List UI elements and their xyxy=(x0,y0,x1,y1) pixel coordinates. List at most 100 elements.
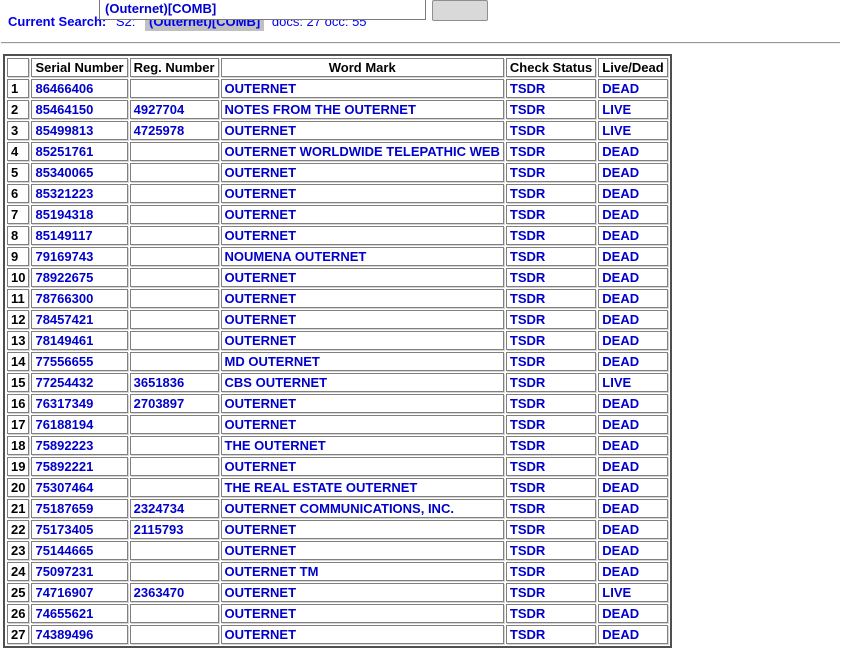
serial-number-link[interactable]: 85321223 xyxy=(35,186,94,201)
word-mark-link[interactable]: OUTERNET xyxy=(224,627,297,642)
tsdr-link[interactable]: TSDR xyxy=(509,249,546,264)
serial-number-link[interactable]: 78149461 xyxy=(35,333,94,348)
tsdr-link[interactable]: TSDR xyxy=(509,165,546,180)
serial-number-link[interactable]: 76317349 xyxy=(35,396,94,411)
word-mark-link[interactable]: OUTERNET xyxy=(224,291,297,306)
tsdr-link[interactable]: TSDR xyxy=(509,333,546,348)
word-mark-link[interactable]: OUTERNET xyxy=(224,606,297,621)
word-mark-link[interactable]: OUTERNET xyxy=(224,165,297,180)
tsdr-link[interactable]: TSDR xyxy=(509,543,546,558)
serial-number-link[interactable]: 77254432 xyxy=(35,375,94,390)
serial-number-link[interactable]: 75892223 xyxy=(35,438,94,453)
table-row: 18 75892223 THE OUTERNET TSDR DEAD xyxy=(7,436,668,455)
serial-number-link[interactable]: 75307464 xyxy=(35,480,94,495)
word-mark-link[interactable]: OUTERNET TM xyxy=(224,564,319,579)
serial-number-link[interactable]: 85194318 xyxy=(35,207,94,222)
reg-number-link[interactable]: 2324734 xyxy=(133,501,185,516)
serial-number-link[interactable]: 79169743 xyxy=(35,249,94,264)
tsdr-link[interactable]: TSDR xyxy=(509,207,546,222)
word-mark-cell: NOUMENA OUTERNET xyxy=(220,247,504,266)
reg-number-link[interactable]: 2703897 xyxy=(133,396,185,411)
tsdr-link[interactable]: TSDR xyxy=(509,417,546,432)
tsdr-link[interactable]: TSDR xyxy=(509,270,546,285)
serial-number-link[interactable]: 78922675 xyxy=(35,270,94,285)
tsdr-link[interactable]: TSDR xyxy=(509,123,546,138)
word-mark-link[interactable]: NOUMENA OUTERNET xyxy=(224,249,367,264)
tsdr-link[interactable]: TSDR xyxy=(509,81,546,96)
tsdr-link[interactable]: TSDR xyxy=(509,480,546,495)
check-status-cell: TSDR xyxy=(505,394,597,413)
word-mark-link[interactable]: OUTERNET xyxy=(224,396,297,411)
reg-number-cell xyxy=(129,562,219,581)
word-mark-link[interactable]: OUTERNET xyxy=(224,81,297,96)
reg-number-link[interactable]: 2115793 xyxy=(133,522,184,537)
reg-number-link[interactable]: 4927704 xyxy=(133,102,185,117)
word-mark-cell: OUTERNET WORLDWIDE TELEPATHIC WEB xyxy=(220,142,504,161)
tsdr-link[interactable]: TSDR xyxy=(509,375,546,390)
tsdr-link[interactable]: TSDR xyxy=(509,564,546,579)
word-mark-link[interactable]: OUTERNET COMMUNICATIONS, INC. xyxy=(224,501,454,516)
live-dead-cell: LIVE xyxy=(598,583,668,602)
word-mark-link[interactable]: OUTERNET xyxy=(224,312,297,327)
serial-number-link[interactable]: 75892221 xyxy=(35,459,94,474)
tsdr-link[interactable]: TSDR xyxy=(509,501,546,516)
serial-number-link[interactable]: 78766300 xyxy=(35,291,94,306)
submit-query-button[interactable] xyxy=(432,0,488,21)
serial-number-link[interactable]: 76188194 xyxy=(35,417,94,432)
serial-number-link[interactable]: 75144665 xyxy=(35,543,94,558)
serial-number-link[interactable]: 75097231 xyxy=(35,564,94,579)
search-query-input[interactable] xyxy=(99,0,426,20)
word-mark-link[interactable]: OUTERNET xyxy=(224,585,297,600)
reg-number-link[interactable]: 3651836 xyxy=(133,375,185,390)
tsdr-link[interactable]: TSDR xyxy=(509,186,546,201)
tsdr-link[interactable]: TSDR xyxy=(509,438,546,453)
word-mark-link[interactable]: OUTERNET xyxy=(224,123,297,138)
serial-number-link[interactable]: 77556655 xyxy=(35,354,94,369)
serial-number-link[interactable]: 86466406 xyxy=(35,81,94,96)
serial-number-link[interactable]: 75173405 xyxy=(35,522,94,537)
word-mark-link[interactable]: THE OUTERNET xyxy=(224,438,326,453)
word-mark-link[interactable]: OUTERNET xyxy=(224,186,297,201)
tsdr-link[interactable]: TSDR xyxy=(509,522,546,537)
reg-number-link[interactable]: 2363470 xyxy=(133,585,185,600)
tsdr-link[interactable]: TSDR xyxy=(509,585,546,600)
serial-number-link[interactable]: 85499813 xyxy=(35,123,94,138)
check-status-cell: TSDR xyxy=(505,310,597,329)
serial-number-link[interactable]: 85464150 xyxy=(35,102,94,117)
word-mark-link[interactable]: OUTERNET WORLDWIDE TELEPATHIC WEB xyxy=(224,144,500,159)
word-mark-link[interactable]: OUTERNET xyxy=(224,333,297,348)
tsdr-link[interactable]: TSDR xyxy=(509,102,546,117)
serial-number-cell: 85149117 xyxy=(31,226,128,245)
tsdr-link[interactable]: TSDR xyxy=(509,627,546,642)
word-mark-link[interactable]: THE REAL ESTATE OUTERNET xyxy=(224,480,418,495)
word-mark-link[interactable]: OUTERNET xyxy=(224,228,297,243)
word-mark-link[interactable]: OUTERNET xyxy=(224,270,297,285)
tsdr-link[interactable]: TSDR xyxy=(509,228,546,243)
tsdr-link[interactable]: TSDR xyxy=(509,459,546,474)
tsdr-link[interactable]: TSDR xyxy=(509,144,546,159)
serial-number-link[interactable]: 74655621 xyxy=(35,606,94,621)
reg-number-link[interactable]: 4725978 xyxy=(133,123,185,138)
live-dead-value: DEAD xyxy=(602,81,640,96)
tsdr-link[interactable]: TSDR xyxy=(509,354,546,369)
serial-number-link[interactable]: 85340065 xyxy=(35,165,94,180)
word-mark-link[interactable]: OUTERNET xyxy=(224,459,297,474)
word-mark-link[interactable]: MD OUTERNET xyxy=(224,354,320,369)
word-mark-link[interactable]: OUTERNET xyxy=(224,417,297,432)
tsdr-link[interactable]: TSDR xyxy=(509,312,546,327)
serial-number-link[interactable]: 85251761 xyxy=(35,144,94,159)
serial-number-link[interactable]: 85149117 xyxy=(35,228,93,243)
word-mark-link[interactable]: CBS OUTERNET xyxy=(224,375,328,390)
word-mark-link[interactable]: OUTERNET xyxy=(224,543,297,558)
serial-number-link[interactable]: 75187659 xyxy=(35,501,94,516)
word-mark-link[interactable]: NOTES FROM THE OUTERNET xyxy=(224,102,416,117)
serial-number-link[interactable]: 78457421 xyxy=(35,312,94,327)
word-mark-link[interactable]: OUTERNET xyxy=(224,522,297,537)
reg-number-cell xyxy=(129,142,219,161)
tsdr-link[interactable]: TSDR xyxy=(509,606,546,621)
tsdr-link[interactable]: TSDR xyxy=(509,291,546,306)
word-mark-link[interactable]: OUTERNET xyxy=(224,207,297,222)
serial-number-link[interactable]: 74389496 xyxy=(35,627,94,642)
tsdr-link[interactable]: TSDR xyxy=(509,396,546,411)
serial-number-link[interactable]: 74716907 xyxy=(35,585,94,600)
